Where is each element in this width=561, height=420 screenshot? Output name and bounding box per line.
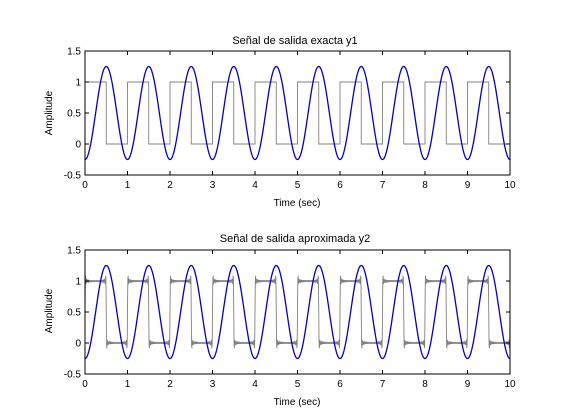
y-tick-label: 1.5 bbox=[67, 246, 81, 257]
y-axis-label: Amplitude bbox=[44, 90, 55, 135]
x-tick-label: 7 bbox=[380, 379, 386, 390]
x-axis-label: Time (sec) bbox=[274, 198, 321, 209]
y-tick-label: 0.5 bbox=[67, 109, 81, 120]
input-signal-line bbox=[85, 277, 510, 348]
x-tick-label: 1 bbox=[125, 180, 131, 191]
x-tick-label: 10 bbox=[504, 379, 516, 390]
plot-title: Señal de salida aproximada y2 bbox=[220, 233, 370, 245]
x-tick-label: 6 bbox=[337, 379, 343, 390]
y-axis-label: Amplitude bbox=[44, 288, 55, 333]
y-tick-label: 0.5 bbox=[67, 308, 81, 319]
x-tick-label: 4 bbox=[252, 379, 258, 390]
y-tick-label: 1 bbox=[75, 277, 81, 288]
plot-approx-y2: Señal de salida aproximada y2 0 1 2 3 4 5 6 7 8 9… bbox=[44, 233, 516, 408]
x-tick-label: 7 bbox=[380, 180, 386, 191]
x-tick-label: 2 bbox=[167, 180, 173, 191]
y-tick-label: -0.5 bbox=[64, 171, 82, 182]
x-tick-label: 9 bbox=[465, 180, 471, 191]
x-tick-label: 4 bbox=[252, 180, 258, 191]
x-tick-label: 0 bbox=[82, 379, 88, 390]
y-tick-label: 1 bbox=[75, 78, 81, 89]
x-tick-label: 3 bbox=[210, 379, 216, 390]
y-tick-label: 0 bbox=[75, 140, 81, 151]
x-tick-label: 10 bbox=[504, 180, 516, 191]
x-tick-label: 8 bbox=[422, 180, 428, 191]
series-group bbox=[85, 266, 510, 359]
y-tick-label: -0.5 bbox=[64, 370, 82, 381]
x-tick-label: 0 bbox=[82, 180, 88, 191]
x-tick-label: 2 bbox=[167, 379, 173, 390]
x-tick-label: 5 bbox=[295, 379, 301, 390]
x-tick-label: 6 bbox=[337, 180, 343, 191]
x-tick-label: 9 bbox=[465, 379, 471, 390]
plot-exact-y1: Señal de salida exacta y1 0 1 2 3 4 5 6 7 8 9 10-0… bbox=[44, 35, 516, 209]
x-tick-label: 5 bbox=[295, 180, 301, 191]
x-tick-label: 3 bbox=[210, 180, 216, 191]
plot-title: Señal de salida exacta y1 bbox=[232, 35, 357, 47]
y-tick-label: 0 bbox=[75, 339, 81, 350]
x-axis-label: Time (sec) bbox=[274, 397, 321, 408]
x-tick-label: 1 bbox=[125, 379, 131, 390]
input-signal-line bbox=[85, 82, 510, 144]
y-tick-label: 1.5 bbox=[67, 47, 81, 58]
x-tick-label: 8 bbox=[422, 379, 428, 390]
